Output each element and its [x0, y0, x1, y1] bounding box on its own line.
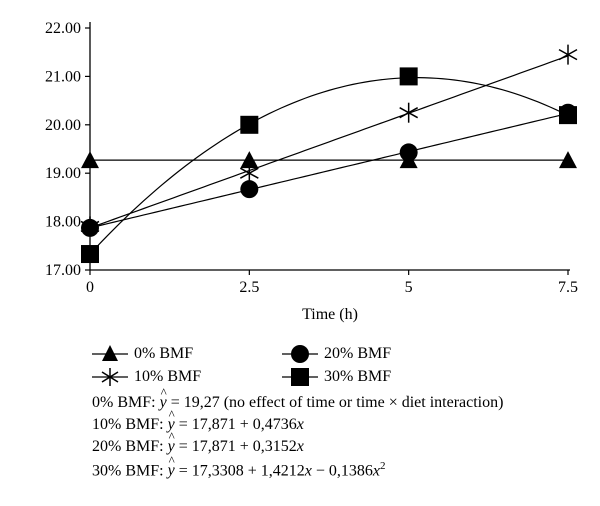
data-point-square [559, 106, 577, 125]
equation-30pct-rhs: = 17,3308 + 1,4212 [174, 462, 305, 480]
asterisk-marker-icon [92, 367, 128, 386]
y-hat: y [168, 438, 175, 455]
data-markers [80, 44, 578, 264]
legend-item-20pct: 20% BMF [282, 342, 391, 365]
x-axis-label: Time (h) [302, 306, 358, 323]
equation-30pct-mid: − 0,1386 [311, 462, 373, 480]
data-point-square [399, 67, 418, 86]
chart-axes: 17.00 18.00 19.00 20.00 21.00 22.00 0 2.5 5 7.5 [45, 20, 578, 296]
y-hat: y [168, 416, 175, 433]
y-hat: y [160, 394, 167, 411]
legend-item-10pct: 10% BMF [92, 365, 201, 388]
equation-10pct: 10% BMF: y = 17,871 + 0,4736x [92, 416, 304, 434]
y-tick-label: 21.00 [45, 68, 81, 85]
legend-label-30pct: 30% BMF [324, 367, 392, 385]
y-hat: y [168, 462, 175, 479]
data-point-asterisk [558, 44, 578, 65]
equation-20pct: 20% BMF: y = 17,871 + 0,3152x [92, 438, 304, 456]
equation-var: x [296, 438, 304, 455]
equation-30pct-prefix: 30% BMF: [92, 462, 168, 480]
chart: 17.00 18.00 19.00 20.00 21.00 22.00 0 2.5 5 7.5 T… [45, 20, 578, 323]
equation-var: x [296, 416, 304, 433]
equation-10pct-rhs: = 17,871 + 0,4736 [174, 416, 297, 433]
legend-label-10pct: 10% BMF [134, 367, 202, 385]
equation-10pct-prefix: 10% BMF: [92, 416, 168, 433]
legend-label-0pct: 0% BMF [134, 344, 194, 362]
fit-line-series-1 [89, 55, 569, 229]
equations: 0% BMF: y = 19,27 (no effect of time or … [92, 388, 592, 488]
legend-item-30pct: 30% BMF [282, 365, 391, 388]
equation-exponent: 2 [379, 460, 386, 472]
legend-row-2: 10% BMF 30% BMF [92, 365, 592, 388]
legend-item-0pct: 0% BMF [92, 342, 193, 365]
data-point-triangle [559, 151, 577, 169]
x-tick-label: 2.5 [239, 279, 259, 296]
data-point-asterisk [399, 102, 419, 123]
x-tick-label: 5 [405, 279, 413, 296]
data-point-square [240, 115, 259, 134]
y-tick-label: 18.00 [45, 214, 81, 231]
data-point-asterisk [239, 163, 259, 184]
equation-30pct: 30% BMF: y = 17,3308 + 1,4212x − 0,1386x… [92, 460, 385, 480]
legend: 0% BMF 20% BMF 10% BMF [92, 342, 592, 488]
triangle-marker-icon [92, 344, 128, 361]
y-tick-label: 22.00 [45, 20, 81, 37]
x-tick-label: 7.5 [558, 279, 578, 296]
equation-0pct: 0% BMF: y = 19,27 (no effect of time or … [92, 394, 503, 412]
data-point-square [81, 245, 99, 264]
legend-row-1: 0% BMF 20% BMF [92, 342, 592, 365]
square-marker-icon [282, 367, 318, 386]
data-point-circle [240, 180, 259, 199]
equation-20pct-prefix: 20% BMF: [92, 438, 168, 455]
equation-20pct-rhs: = 17,871 + 0,3152 [174, 438, 297, 455]
fit-line-series-2 [89, 112, 569, 229]
data-point-triangle [240, 151, 259, 169]
equation-var: x [304, 462, 312, 480]
y-tick-label: 19.00 [45, 165, 81, 182]
circle-marker-icon [282, 344, 318, 363]
equation-0pct-rhs: = 19,27 (no effect of time or time × die… [166, 394, 504, 411]
legend-label-20pct: 20% BMF [324, 344, 392, 362]
y-tick-label: 17.00 [45, 262, 81, 279]
equation-var: x [372, 462, 380, 480]
fit-lines [89, 55, 569, 255]
data-point-circle [399, 143, 418, 162]
fit-line-series-3 [89, 77, 569, 255]
data-point-triangle [81, 151, 99, 169]
x-tick-label: 0 [86, 279, 94, 296]
y-tick-label: 20.00 [45, 117, 81, 134]
data-point-circle [81, 218, 99, 237]
equation-0pct-prefix: 0% BMF: [92, 394, 160, 411]
